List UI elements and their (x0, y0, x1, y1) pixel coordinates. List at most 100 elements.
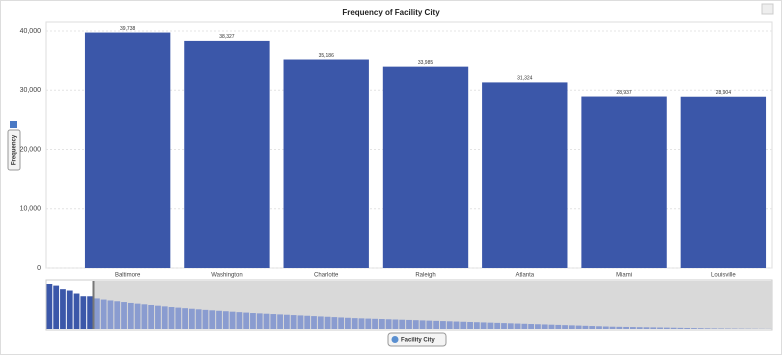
y-label-box[interactable] (7, 129, 21, 171)
value-label: 35,186 (319, 53, 335, 59)
y-tick-label: 40,000 (20, 28, 42, 35)
value-label: 28,904 (716, 90, 732, 96)
overview-bar (426, 320, 433, 329)
overview-bar (623, 326, 630, 329)
overview-bar (406, 319, 412, 329)
x-tick-label: Charlotte (314, 273, 339, 279)
bar (482, 82, 568, 268)
x-tick-label: Baltimore (115, 273, 141, 279)
overview-bar (548, 324, 555, 329)
overview-bar (378, 319, 385, 329)
overview-bar (87, 296, 93, 329)
overview-bar (222, 311, 229, 329)
overview-bar (270, 314, 277, 329)
overview-bar (277, 314, 283, 329)
x-label-box[interactable] (387, 332, 447, 347)
overview-bar (541, 324, 548, 329)
overview-bar (657, 327, 663, 329)
overview-bar (263, 313, 270, 329)
overview-bar (317, 316, 324, 329)
overview-bar (663, 327, 670, 329)
overview-bar (555, 324, 562, 329)
overview-bar (202, 309, 209, 329)
overview-bar (216, 310, 222, 329)
overview-bar (385, 319, 392, 329)
bar (382, 66, 469, 268)
overview-bar (467, 321, 473, 329)
overview-bar (636, 327, 643, 329)
overview-bar (121, 302, 127, 329)
value-label: 38,327 (219, 34, 235, 40)
x-tick-label: Miami (616, 273, 632, 279)
overview-handle (92, 281, 95, 329)
overview-bar (609, 326, 616, 329)
overview-bar (643, 327, 650, 329)
overview-bar (297, 315, 304, 329)
overview-bar (283, 314, 290, 329)
overview-bar (399, 319, 406, 329)
overview-bar (351, 318, 358, 329)
overview-bar (324, 316, 331, 329)
y-label-icon[interactable] (10, 121, 17, 128)
overview-bar (53, 285, 60, 329)
x-tick-label: Louisville (711, 273, 736, 279)
overview-bar (589, 326, 596, 329)
overview-bar (93, 298, 100, 329)
overview-bar (290, 315, 297, 329)
overview-bar (182, 308, 188, 329)
overview-bar (175, 307, 182, 329)
overview-bar (697, 328, 704, 329)
overview-bar (66, 290, 73, 329)
overview-bar (188, 308, 195, 329)
overview-bar (575, 325, 582, 329)
overview-bar (473, 322, 480, 329)
menu-icon[interactable] (761, 3, 774, 15)
value-label: 39,738 (120, 26, 136, 32)
overview-bar (155, 305, 161, 329)
x-tick-label: Raleigh (415, 273, 435, 279)
overview-bar (630, 327, 636, 329)
overview-bar (440, 321, 446, 329)
y-axis-title: Frequency (12, 134, 18, 165)
y-tick-label: 20,000 (20, 146, 42, 153)
overview-bar (521, 323, 528, 329)
x-tick-label: Atlanta (515, 273, 534, 279)
overview-bar (100, 299, 107, 329)
overview-bar (114, 301, 121, 329)
overview-bar (704, 328, 711, 329)
overview-bar (148, 304, 155, 329)
overview-bar (134, 303, 141, 329)
overview-bar (358, 318, 365, 329)
overview-bar (60, 289, 66, 329)
overview-bar (480, 322, 487, 329)
overview-bar (596, 326, 602, 329)
bar (680, 96, 767, 268)
overview-bar (507, 323, 514, 329)
overview-bar (365, 318, 372, 329)
overview-bar (691, 328, 697, 329)
overview-bar (677, 327, 684, 329)
overview-bar (487, 322, 494, 329)
overview-bar (602, 326, 609, 329)
overview-bar (650, 327, 657, 329)
bar (84, 32, 171, 268)
overview-bar (311, 316, 317, 329)
overview-bar (684, 327, 691, 329)
overview-bar (304, 315, 311, 329)
overview-bar (528, 324, 535, 329)
overview-bar (501, 323, 507, 329)
value-label: 31,324 (517, 76, 533, 82)
overview-bar (250, 313, 256, 329)
overview-bar (412, 320, 419, 329)
overview-bar (616, 326, 623, 329)
y-tick-label: 10,000 (20, 206, 42, 213)
overview-bar (168, 307, 175, 329)
y-tick-label: 0 (37, 265, 41, 272)
overview-bar (209, 310, 216, 329)
overview-bar (345, 317, 351, 329)
x-tick-label: Washington (211, 273, 242, 279)
x-label-icon (391, 336, 399, 343)
overview-bar (372, 318, 378, 329)
